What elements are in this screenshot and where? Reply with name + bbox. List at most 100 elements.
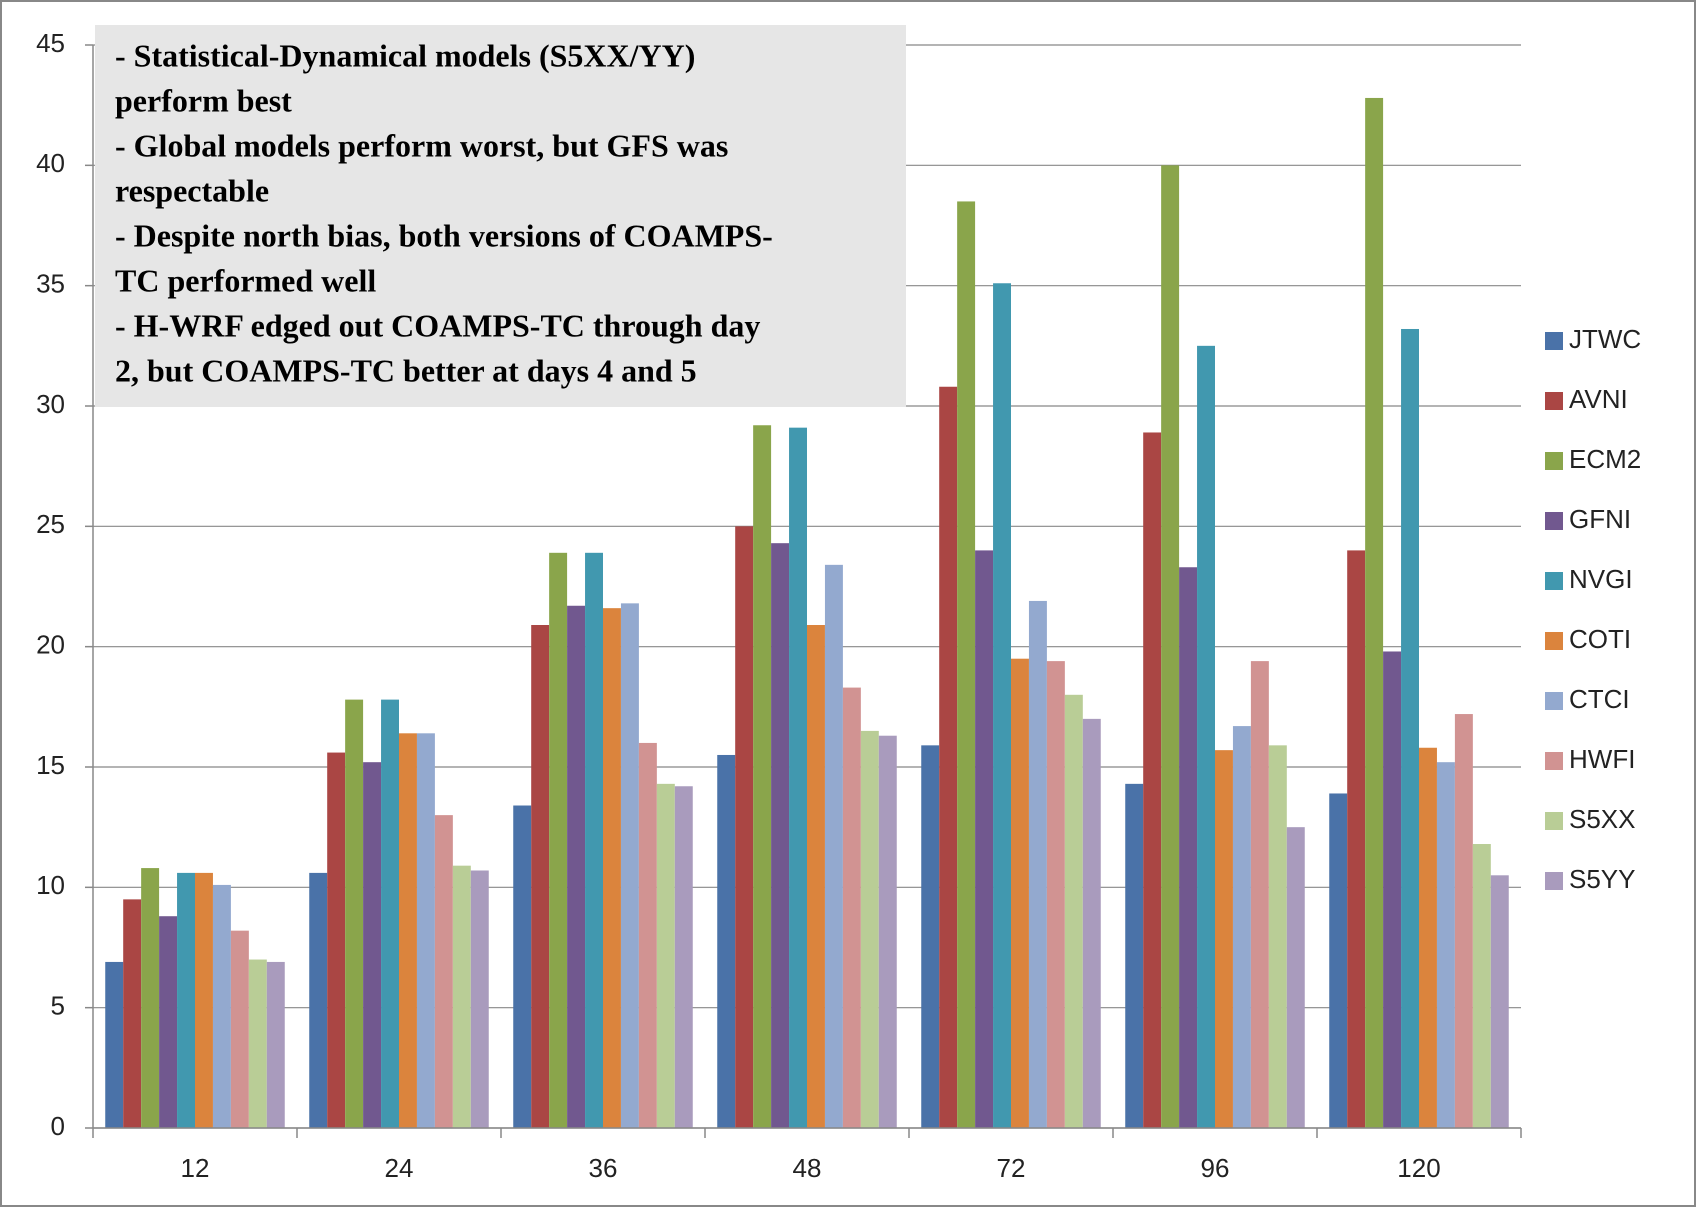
y-tick-label: 20: [36, 630, 65, 660]
bar: [638, 742, 657, 1128]
bar: [327, 752, 346, 1128]
bar: [1383, 651, 1402, 1128]
bar: [1401, 328, 1419, 1128]
y-tick-label: 5: [51, 991, 65, 1021]
bar: [1232, 726, 1251, 1128]
bar: [620, 603, 639, 1128]
bar: [1286, 827, 1305, 1128]
bar: [1161, 165, 1180, 1129]
legend-swatch: [1545, 872, 1563, 890]
x-tick-label: 24: [385, 1153, 414, 1183]
bar: [1064, 694, 1083, 1128]
bar: [1419, 747, 1437, 1128]
annotation-line: - Statistical-Dynamical models (S5XX/YY): [115, 37, 695, 73]
bar: [717, 754, 736, 1128]
y-tick-label: 0: [51, 1111, 65, 1141]
bar: [585, 552, 603, 1128]
bar: [1143, 432, 1162, 1128]
bar: [1329, 793, 1348, 1128]
y-tick-label: 10: [36, 870, 65, 900]
bar: [957, 201, 976, 1128]
y-tick-label: 25: [36, 509, 65, 539]
legend-label: GFNI: [1569, 504, 1631, 534]
bar: [771, 543, 790, 1128]
annotation-line: - Despite north bias, both versions of C…: [115, 217, 773, 253]
bar: [105, 961, 124, 1128]
bar: [674, 786, 693, 1128]
bar: [177, 872, 195, 1128]
legend-label: AVNI: [1569, 384, 1628, 414]
legend-swatch: [1545, 572, 1563, 590]
bar: [1490, 875, 1509, 1128]
bar: [1011, 658, 1029, 1128]
legend-label: CTCI: [1569, 684, 1630, 714]
bar: [603, 608, 621, 1128]
legend-swatch: [1545, 392, 1563, 410]
bar: [1436, 762, 1455, 1128]
bar: [123, 899, 142, 1128]
legend-label: S5XX: [1569, 804, 1636, 834]
bar: [1125, 783, 1144, 1128]
bar: [993, 283, 1011, 1128]
legend-label: COTI: [1569, 624, 1631, 654]
y-tick-label: 40: [36, 148, 65, 178]
x-tick-label: 36: [589, 1153, 618, 1183]
bar: [416, 733, 435, 1128]
bar: [1347, 550, 1366, 1128]
bar: [1472, 844, 1491, 1128]
bar: [842, 687, 861, 1128]
bar: [1028, 600, 1047, 1128]
bar: [824, 564, 843, 1128]
bar: [212, 884, 231, 1128]
bar: [381, 699, 399, 1128]
bar: [1215, 750, 1233, 1128]
bar: [1268, 745, 1287, 1128]
bar: [1082, 718, 1101, 1128]
bar: [1046, 661, 1065, 1128]
legend-label: JTWC: [1569, 324, 1641, 354]
annotation-line: 2, but COAMPS-TC better at days 4 and 5: [115, 352, 697, 388]
bar: [452, 865, 471, 1128]
bar: [345, 699, 364, 1128]
bar: [789, 427, 807, 1128]
x-tick-label: 120: [1397, 1153, 1440, 1183]
annotation-line: - H-WRF edged out COAMPS-TC through day: [115, 307, 760, 343]
y-tick-label: 15: [36, 750, 65, 780]
bar: [1365, 97, 1384, 1129]
bar: [753, 425, 772, 1129]
bar: [470, 870, 489, 1128]
bar: [860, 730, 879, 1128]
x-tick-label: 96: [1201, 1153, 1230, 1183]
bar: [975, 550, 994, 1128]
annotation-line: respectable: [115, 172, 269, 208]
bar: [230, 930, 249, 1128]
bar: [1197, 345, 1215, 1128]
legend-swatch: [1545, 332, 1563, 350]
bar: [807, 625, 825, 1128]
x-tick-label: 48: [793, 1153, 822, 1183]
bar: [531, 625, 550, 1128]
legend-label: NVGI: [1569, 564, 1633, 594]
legend-label: ECM2: [1569, 444, 1641, 474]
annotation-line: perform best: [115, 82, 292, 118]
legend-swatch: [1545, 812, 1563, 830]
bar: [141, 868, 160, 1128]
bar: [399, 733, 417, 1128]
annotation-line: TC performed well: [115, 262, 376, 298]
bar: [549, 552, 568, 1128]
bar: [248, 959, 267, 1128]
bar: [1454, 714, 1473, 1128]
bar: [567, 605, 586, 1128]
legend-swatch: [1545, 452, 1563, 470]
annotation-box: [95, 25, 906, 407]
legend-label: HWFI: [1569, 744, 1635, 774]
y-tick-label: 30: [36, 389, 65, 419]
legend-swatch: [1545, 632, 1563, 650]
y-tick-label: 45: [36, 28, 65, 58]
bar: [939, 386, 958, 1128]
annotation-line: - Global models perform worst, but GFS w…: [115, 127, 728, 163]
bar: [363, 762, 382, 1128]
legend-swatch: [1545, 512, 1563, 530]
bar: [1179, 567, 1198, 1128]
legend-swatch: [1545, 692, 1563, 710]
